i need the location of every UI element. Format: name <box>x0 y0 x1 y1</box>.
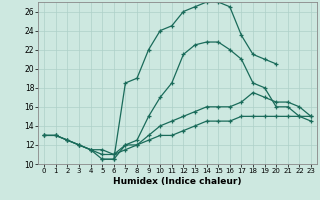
X-axis label: Humidex (Indice chaleur): Humidex (Indice chaleur) <box>113 177 242 186</box>
